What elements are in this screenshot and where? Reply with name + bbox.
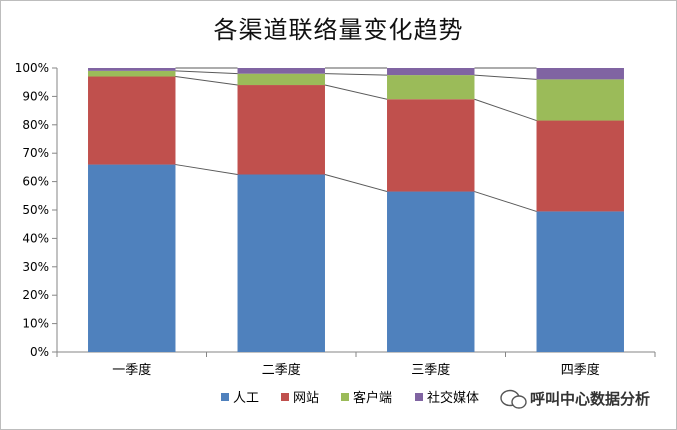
bar-segment bbox=[536, 211, 624, 352]
x-tick-label: 二季度 bbox=[262, 362, 301, 378]
y-tick-label: 60% bbox=[22, 175, 49, 189]
axes: 0% 10% 20% 30% 40% 50% 60% 70% 80% 90% 100% bbox=[15, 61, 656, 359]
y-tick-label: 40% bbox=[22, 231, 49, 245]
legend-swatch bbox=[281, 393, 289, 401]
y-tick-label: 90% bbox=[22, 89, 49, 103]
y-tick-label: 80% bbox=[22, 118, 49, 132]
bar-segment bbox=[387, 99, 475, 192]
y-tick-label: 0% bbox=[30, 345, 49, 359]
bar-segment bbox=[237, 68, 325, 74]
legend-label: 社交媒体 bbox=[427, 390, 479, 406]
bar-segment bbox=[536, 120, 624, 212]
bar-segment bbox=[237, 73, 325, 86]
bar-segment bbox=[387, 191, 475, 352]
bar-segment bbox=[88, 68, 176, 71]
x-tick-label: 一季度 bbox=[112, 362, 151, 378]
series-connector-line bbox=[474, 98, 537, 122]
y-tick-label: 70% bbox=[22, 146, 49, 160]
series-connector-line bbox=[175, 164, 238, 175]
bar-segment bbox=[237, 174, 325, 352]
y-tick-label: 10% bbox=[22, 317, 49, 331]
legend-label: 客户端 bbox=[353, 390, 392, 406]
watermark-text: 呼叫中心数据分析 bbox=[530, 390, 650, 408]
bar-segment bbox=[88, 70, 176, 77]
y-tick-label: 100% bbox=[15, 61, 49, 75]
y-tick-label: 30% bbox=[22, 260, 49, 274]
bar-segment bbox=[536, 79, 624, 121]
y-tick-label: 50% bbox=[22, 203, 49, 217]
bar-segment bbox=[536, 68, 624, 80]
legend-swatch bbox=[415, 393, 423, 401]
series-connector-line bbox=[324, 174, 388, 193]
series-connector-line bbox=[175, 76, 238, 86]
wechat-icon-bubble bbox=[511, 395, 527, 409]
legend-label: 网站 bbox=[293, 391, 319, 406]
bar-segment bbox=[88, 76, 176, 165]
bar-segment bbox=[237, 85, 325, 175]
series-connector-line bbox=[324, 73, 388, 76]
watermark: 呼叫中心数据分析 bbox=[500, 389, 650, 409]
bars bbox=[88, 68, 624, 352]
x-tick-label: 四季度 bbox=[561, 362, 600, 378]
y-tick-label: 20% bbox=[22, 288, 49, 302]
series-connector-line bbox=[474, 74, 537, 80]
legend-label: 人工 bbox=[233, 391, 259, 406]
bar-segment bbox=[88, 164, 176, 352]
x-tick-labels: 一季度 二季度 三季度 四季度 bbox=[112, 362, 600, 378]
bar-segment bbox=[387, 75, 475, 100]
bar-segment bbox=[387, 68, 475, 76]
legend: 人工 网站 客户端 社交媒体 bbox=[221, 390, 479, 406]
legend-swatch bbox=[221, 393, 229, 401]
series-connector-line bbox=[474, 191, 537, 212]
series-connector-line bbox=[324, 84, 388, 100]
connector-lines bbox=[175, 67, 537, 212]
series-connector-line bbox=[175, 70, 238, 75]
x-tick-label: 三季度 bbox=[411, 362, 450, 378]
legend-swatch bbox=[341, 393, 349, 401]
chart-title: 各渠道联络量变化趋势 bbox=[213, 16, 464, 44]
